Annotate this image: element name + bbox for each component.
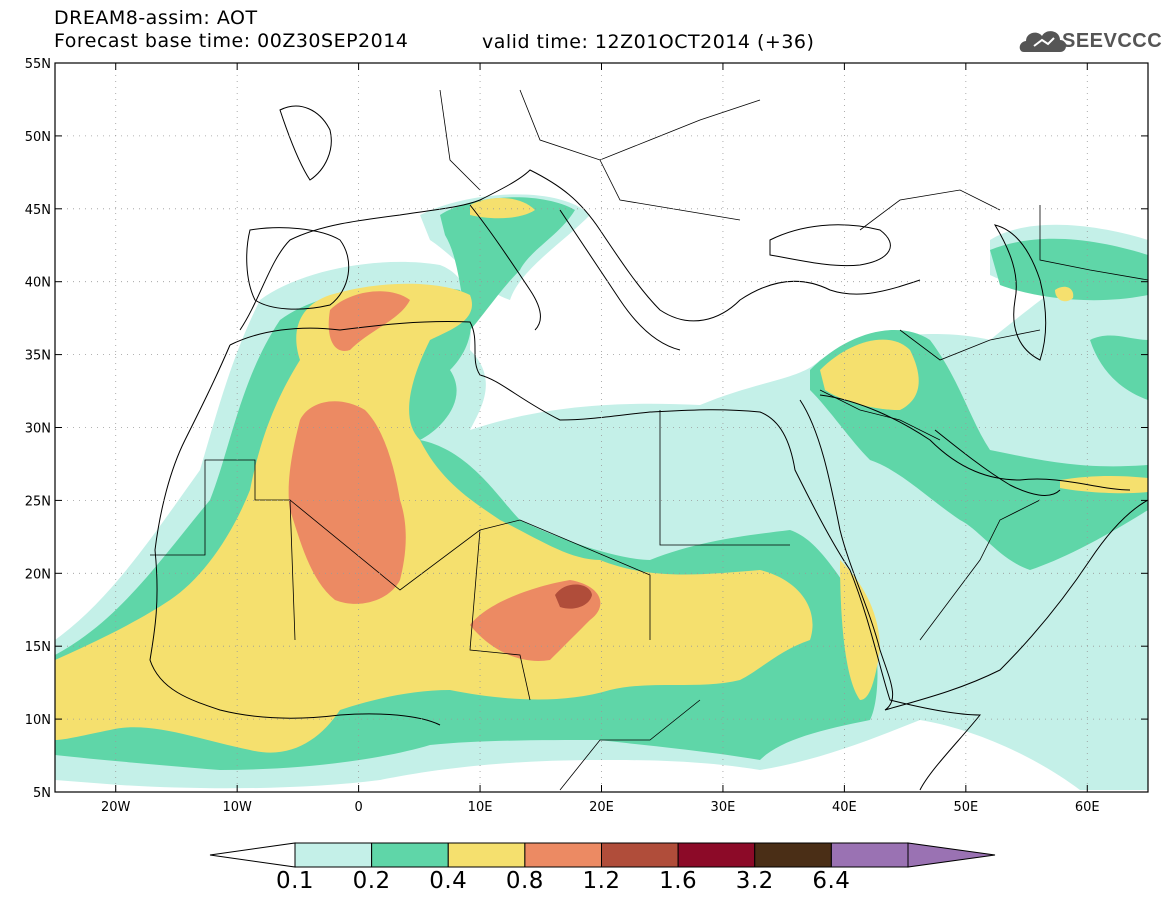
aot-field (55, 194, 1148, 790)
x-tick-label: 10E (468, 800, 493, 815)
x-axis: 20W 10W 0 10E 20E 30E 40E 50E 60E (101, 63, 1100, 815)
colorbar-label: 0.2 (352, 868, 391, 894)
iberia (246, 227, 350, 310)
colorbar-label: 0.1 (275, 868, 315, 894)
colorbar-label: 3.2 (735, 868, 774, 894)
colorbar-label: 0.8 (505, 868, 544, 894)
west-africa-coast (149, 344, 441, 726)
x-tick-label: 40E (832, 800, 857, 815)
persian-gulf (934, 429, 1061, 496)
balkans-greece (559, 209, 681, 351)
colorbar-label: 1.2 (582, 868, 621, 894)
colorbar-segment (754, 842, 832, 868)
black-sea (769, 224, 891, 267)
x-tick-label: 60E (1075, 800, 1100, 815)
title-line-2: Forecast base time: 00Z30SEP2014 (54, 30, 409, 52)
y-tick-label: 10N (25, 713, 51, 728)
x-tick-label: 30E (711, 800, 736, 815)
x-tick-label: 0 (354, 800, 362, 815)
red-sea (799, 399, 894, 711)
colorbar-segment (371, 842, 449, 868)
colorbar-low-arrow (209, 842, 296, 868)
x-tick-label: 20E (589, 800, 614, 815)
europe-coast (239, 169, 921, 331)
y-tick-label: 50N (25, 130, 51, 145)
colorbar-high-arrow (907, 842, 996, 868)
y-tick-label: 55N (25, 57, 51, 72)
y-tick-label: 30N (25, 422, 51, 437)
colorbar-segment (294, 842, 373, 868)
y-tick-label: 25N (25, 494, 51, 509)
x-tick-label: 10W (222, 800, 252, 815)
aot-level-0.4 (55, 198, 1148, 753)
colorbar-label: 1.6 (659, 868, 698, 894)
seevccc-cloud-logo-icon (1019, 31, 1066, 52)
coastlines (149, 105, 1148, 791)
uk (279, 105, 332, 181)
aot-level-1.2 (555, 584, 592, 609)
africa-coast (229, 321, 982, 791)
y-tick-label: 45N (25, 203, 51, 218)
valid-time: valid time: 12Z01OCT2014 (+36) (482, 31, 815, 53)
y-tick-label: 40N (25, 276, 51, 291)
colorbar (209, 842, 996, 868)
x-tick-label: 20W (101, 800, 131, 815)
logo-text: SEEVCCC (1062, 30, 1163, 52)
colorbar-segment (601, 842, 679, 868)
title-line-1: DREAM8-assim: AOT (54, 7, 258, 29)
y-axis: 5N 10N 15N 20N 25N 30N 35N 40N 45N 50N 55N (25, 57, 1148, 801)
colorbar-label: 0.4 (429, 868, 468, 894)
colorbar-segment (524, 842, 602, 868)
caspian-sea (993, 224, 1047, 361)
y-tick-label: 35N (25, 349, 51, 364)
colorbar-label: 6.4 (812, 868, 851, 894)
y-tick-label: 15N (25, 640, 51, 655)
y-tick-label: 20N (25, 567, 51, 582)
colorbar-segment (447, 842, 526, 868)
y-tick-label: 5N (33, 786, 51, 801)
italy (469, 204, 541, 331)
x-tick-label: 50E (953, 800, 978, 815)
arabia-coast (819, 394, 1148, 711)
colorbar-segment (830, 842, 909, 868)
colorbar-segment (677, 842, 756, 868)
country-borders (150, 89, 1148, 791)
